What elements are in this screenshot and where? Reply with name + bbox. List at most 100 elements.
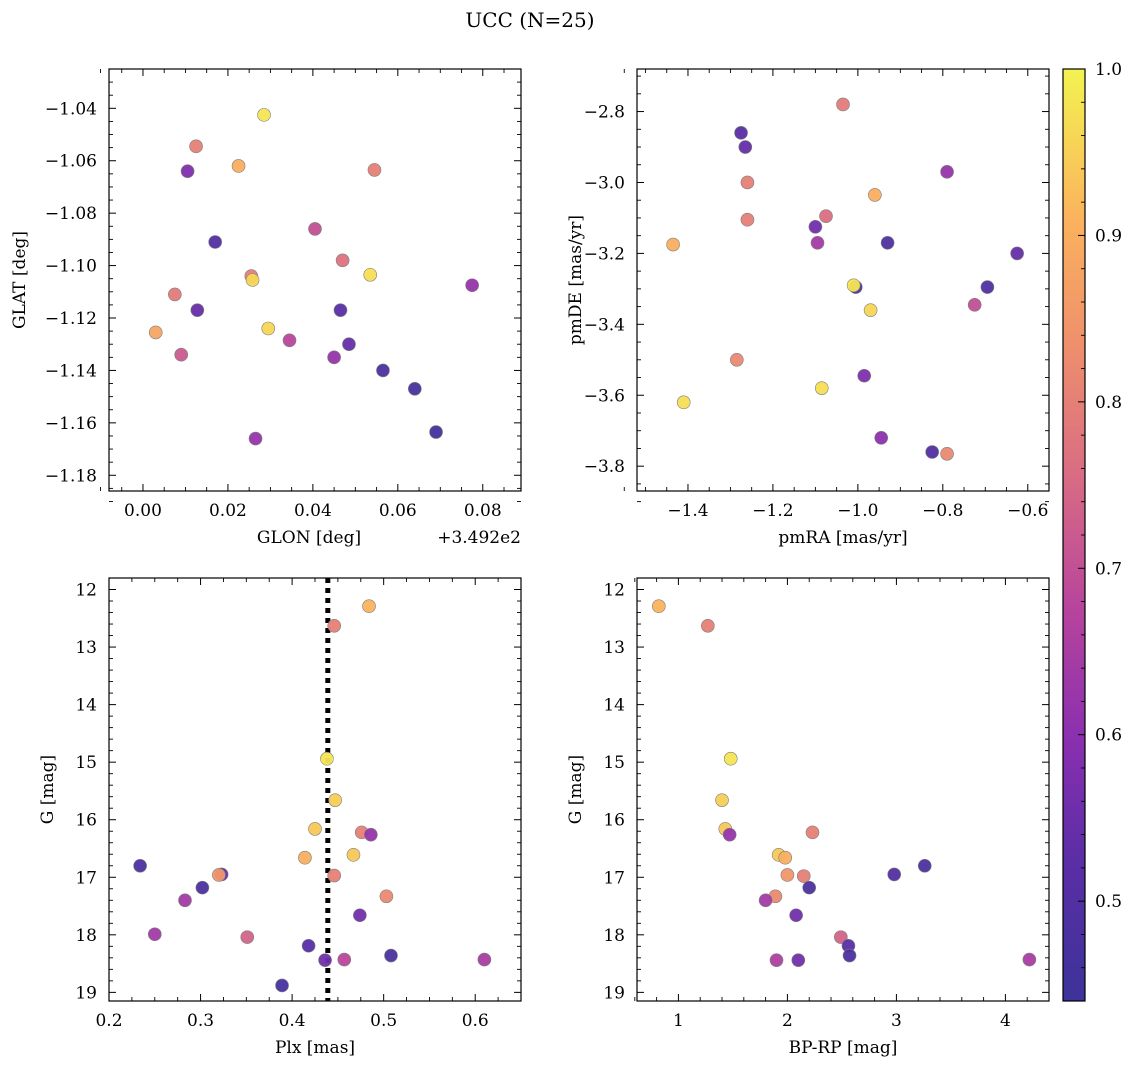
- axes-frame: [108, 577, 522, 1002]
- axes-frame: [636, 68, 1050, 492]
- data-point: [1010, 246, 1024, 261]
- data-point: [666, 237, 680, 252]
- data-point: [715, 793, 729, 807]
- x-offset-text: +3.492e2: [437, 528, 521, 548]
- y-tick-label: −2.8: [584, 103, 625, 123]
- y-tick-label: −1.06: [45, 152, 97, 172]
- x-tick-label: 3: [891, 1011, 902, 1031]
- x-tick-label: −1.2: [752, 501, 793, 521]
- panel-plx-g: 0.2 0.3 0.4 0.5 0.6 12 13 14 15 16 17 18 19 Plx [mas]…: [38, 577, 522, 1058]
- data-point: [738, 140, 753, 154]
- x-tick-label: −1.4: [667, 501, 708, 521]
- data-point: [327, 618, 342, 633]
- y-axis-label: G [mag]: [566, 755, 586, 824]
- x-tick-label: 0.2: [95, 1011, 122, 1031]
- data-point: [257, 108, 271, 122]
- data-point: [212, 868, 226, 882]
- y-tick-label: 15: [603, 753, 625, 773]
- y-tick-label: 19: [603, 983, 625, 1003]
- x-tick-label: 0.6: [462, 1011, 489, 1031]
- y-tick-label: −3.8: [584, 457, 625, 477]
- x-axis-label: pmRA [mas/yr]: [778, 528, 907, 548]
- data-point: [174, 347, 189, 362]
- data-point: [808, 220, 823, 234]
- x-tick-label: 0.04: [294, 501, 332, 521]
- colorbar-tick-label: 0.5: [1095, 892, 1122, 912]
- data-point: [863, 303, 878, 317]
- data-point: [353, 908, 367, 923]
- y-tick-label: −3.6: [584, 386, 625, 406]
- colorbar-tick-label: 1.0: [1095, 60, 1122, 80]
- data-point: [178, 893, 192, 908]
- data-point: [195, 880, 210, 895]
- y-tick-label: 17: [75, 868, 97, 888]
- panel-glon-glat: 0.00 0.02 0.04 0.06 0.08 −1.18 −1.16 −1.14 −1.12…: [10, 68, 522, 548]
- y-tick-label: −1.14: [45, 361, 97, 381]
- data-point: [887, 867, 902, 882]
- data-point: [740, 212, 755, 227]
- data-point: [147, 927, 162, 942]
- y-tick-label: −3.0: [584, 173, 625, 193]
- data-point: [308, 822, 322, 836]
- data-point: [363, 267, 378, 282]
- data-point: [868, 188, 882, 202]
- data-point: [379, 889, 394, 904]
- data-point: [791, 953, 806, 967]
- data-point: [740, 175, 755, 190]
- y-tick-label: −1.16: [45, 414, 97, 434]
- data-point: [298, 850, 312, 865]
- data-point: [980, 280, 995, 294]
- data-point: [810, 235, 825, 250]
- colorbar-tick-label: 0.6: [1095, 726, 1122, 746]
- x-tick-label: 0.5: [370, 1011, 397, 1031]
- data-point: [275, 978, 289, 993]
- data-point: [376, 363, 390, 378]
- x-tick-label: 0.06: [379, 501, 417, 521]
- data-point: [925, 445, 939, 459]
- data-point: [834, 930, 848, 944]
- x-tick-label: 0.08: [464, 501, 502, 521]
- x-tick-label: 0.02: [209, 501, 247, 521]
- data-point: [367, 163, 382, 177]
- data-point: [917, 858, 932, 873]
- data-point: [734, 126, 748, 140]
- y-axis-label: G [mag]: [38, 755, 58, 824]
- axes-frame: [108, 68, 522, 492]
- data-point: [180, 164, 195, 179]
- data-point: [857, 368, 872, 383]
- y-tick-label: 14: [603, 696, 625, 716]
- y-tick-label: −3.2: [584, 244, 625, 264]
- data-point: [318, 953, 332, 967]
- data-point: [346, 848, 361, 862]
- y-tick-label: 12: [75, 581, 97, 601]
- colorbar-gradient: [1063, 69, 1085, 1001]
- y-tick-label: −1.12: [45, 309, 97, 329]
- x-tick-label: 4: [1000, 1011, 1011, 1031]
- x-axis-label: GLON [deg]: [257, 528, 361, 548]
- data-point: [190, 303, 205, 317]
- data-point: [342, 337, 356, 352]
- data-point: [133, 858, 147, 873]
- data-point: [333, 303, 348, 317]
- x-tick-label: 2: [782, 1011, 793, 1031]
- data-point: [465, 278, 479, 293]
- colorbar-tick-label: 0.9: [1095, 226, 1122, 246]
- data-point: [301, 938, 316, 953]
- data-point: [814, 381, 829, 395]
- x-tick-label: 0.4: [279, 1011, 306, 1031]
- data-point: [320, 751, 334, 766]
- data-point: [778, 850, 793, 865]
- data-point: [846, 278, 861, 293]
- data-point: [308, 222, 322, 236]
- x-tick-label: −0.8: [922, 501, 963, 521]
- data-point: [880, 235, 895, 250]
- y-tick-label: 13: [603, 638, 625, 658]
- x-tick-label: −1.0: [837, 501, 878, 521]
- data-point: [723, 751, 738, 766]
- data-point: [248, 431, 263, 446]
- panel-pmra-pmde: −1.4 −1.2 −1.0 −0.8 −0.6 −3.8 −3.6 −3.4 −3.2 −3.0…: [566, 68, 1050, 548]
- y-tick-label: 14: [75, 696, 97, 716]
- x-axis-label: Plx [mas]: [275, 1038, 355, 1058]
- y-tick-label: −1.18: [45, 466, 97, 486]
- data-point: [758, 893, 773, 908]
